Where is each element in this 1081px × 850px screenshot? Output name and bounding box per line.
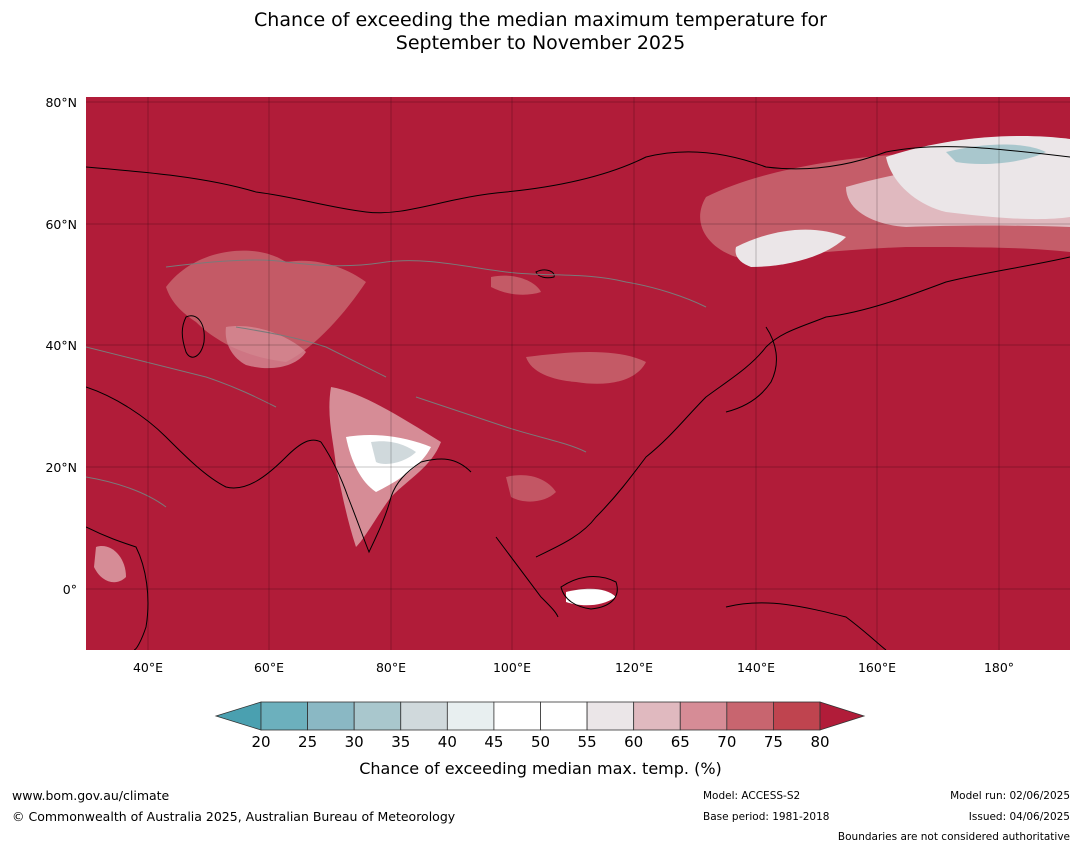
lon-label-140e: 140°E	[736, 660, 775, 675]
country-borders	[86, 259, 707, 508]
colorbar-tick-label: 30	[344, 733, 364, 751]
zone-chukotka-blue	[946, 144, 1046, 164]
colorbar-segment	[773, 701, 821, 731]
border-russia-kazakhstan	[165, 259, 387, 268]
coastlines	[86, 146, 1070, 650]
border-russia-mongolia-china	[385, 260, 707, 308]
lat-label-40n: 40°N	[45, 338, 77, 353]
coastline-caspian	[181, 315, 205, 358]
colorbar-tick-label: 25	[298, 733, 318, 751]
colorbar-segment	[353, 701, 402, 731]
border-central-asia	[235, 326, 387, 378]
colorbar-tick-label: 80	[810, 733, 830, 751]
zone-africa-east	[94, 546, 126, 583]
colorbar-tick-label: 35	[391, 733, 411, 751]
colorbar-tick-label: 40	[437, 733, 457, 751]
border-africa	[86, 476, 167, 508]
zone-mongolia	[491, 275, 541, 295]
colorbar-segments	[260, 701, 821, 731]
model-run-date: Model run: 02/06/2025	[950, 790, 1070, 802]
coastline-africa	[86, 526, 149, 650]
colorbar-tick-label: 55	[577, 733, 597, 751]
zone-india-center	[371, 441, 416, 464]
website-link[interactable]: www.bom.gov.au/climate	[12, 788, 170, 803]
colorbar-extend-low	[214, 701, 262, 731]
colorbar-segment	[260, 701, 308, 731]
colorbar-tick-label: 20	[251, 733, 271, 751]
colorbar-segment	[493, 701, 541, 731]
colorbar-segment	[400, 701, 448, 731]
colorbar-tick-label: 50	[530, 733, 551, 751]
colorbar	[214, 701, 866, 731]
lon-label-80e: 80°E	[375, 660, 407, 675]
coastline-japan	[725, 326, 777, 413]
colorbar-segment	[540, 701, 588, 731]
probability-zones	[94, 136, 1070, 606]
colorbar-label: Chance of exceeding median max. temp. (%…	[359, 759, 722, 778]
colorbar-tick-label: 75	[763, 733, 783, 751]
coastline-sumatra	[495, 536, 559, 618]
coastline-india	[320, 441, 472, 554]
zone-central-asia	[225, 326, 306, 369]
graticule	[86, 97, 1070, 650]
base-period: Base period: 1981-2018	[703, 811, 830, 823]
zone-kazakhstan	[166, 250, 366, 362]
coastline-arctic	[86, 146, 1070, 214]
border-china-south	[415, 396, 587, 453]
lat-label-0: 0°	[62, 582, 77, 597]
colorbar-segment	[726, 701, 774, 731]
lon-label-60e: 60°E	[253, 660, 285, 675]
colorbar-segment	[446, 701, 495, 731]
model-name: Model: ACCESS-S2	[703, 790, 801, 802]
colorbar-extend-high	[819, 701, 866, 731]
colorbar-segment	[633, 701, 681, 731]
colorbar-tick-label: 70	[717, 733, 737, 751]
boundaries-disclaimer: Boundaries are not considered authoritat…	[837, 831, 1070, 843]
zone-okhotsk	[735, 229, 846, 267]
coastline-baikal	[535, 269, 555, 279]
title-line-1: Chance of exceeding the median maximum t…	[254, 9, 827, 31]
colorbar-tick-label: 45	[484, 733, 504, 751]
colorbar-tick-label: 65	[670, 733, 690, 751]
coastline-arabia	[86, 386, 322, 489]
colorbar-segment	[679, 701, 728, 731]
lon-label-180: 180°	[983, 660, 1015, 675]
forecast-map	[86, 97, 1070, 650]
lon-label-40e: 40°E	[132, 660, 164, 675]
border-middle-east	[86, 346, 277, 408]
copyright-text: © Commonwealth of Australia 2025, Austra…	[12, 809, 456, 824]
coastline-new-guinea	[725, 602, 887, 650]
colorbar-segment	[307, 701, 355, 731]
colorbar-segment	[586, 701, 635, 731]
lat-label-60n: 60°N	[45, 217, 77, 232]
lon-label-100e: 100°E	[492, 660, 531, 675]
lat-label-80n: 80°N	[45, 95, 77, 110]
zone-borneo	[566, 588, 616, 606]
zone-china-north	[526, 352, 646, 384]
title-line-2: September to November 2025	[395, 32, 686, 54]
lon-label-120e: 120°E	[614, 660, 653, 675]
coastline-pacific	[535, 256, 1070, 558]
lat-label-20n: 20°N	[45, 460, 77, 475]
map-title: Chance of exceeding the median maximum t…	[0, 9, 1081, 55]
lon-label-160e: 160°E	[857, 660, 896, 675]
colorbar-tick-label: 60	[624, 733, 644, 751]
issued-date: Issued: 04/06/2025	[968, 811, 1070, 823]
coastline-borneo	[560, 576, 618, 610]
zone-southeast-asia	[506, 475, 556, 502]
